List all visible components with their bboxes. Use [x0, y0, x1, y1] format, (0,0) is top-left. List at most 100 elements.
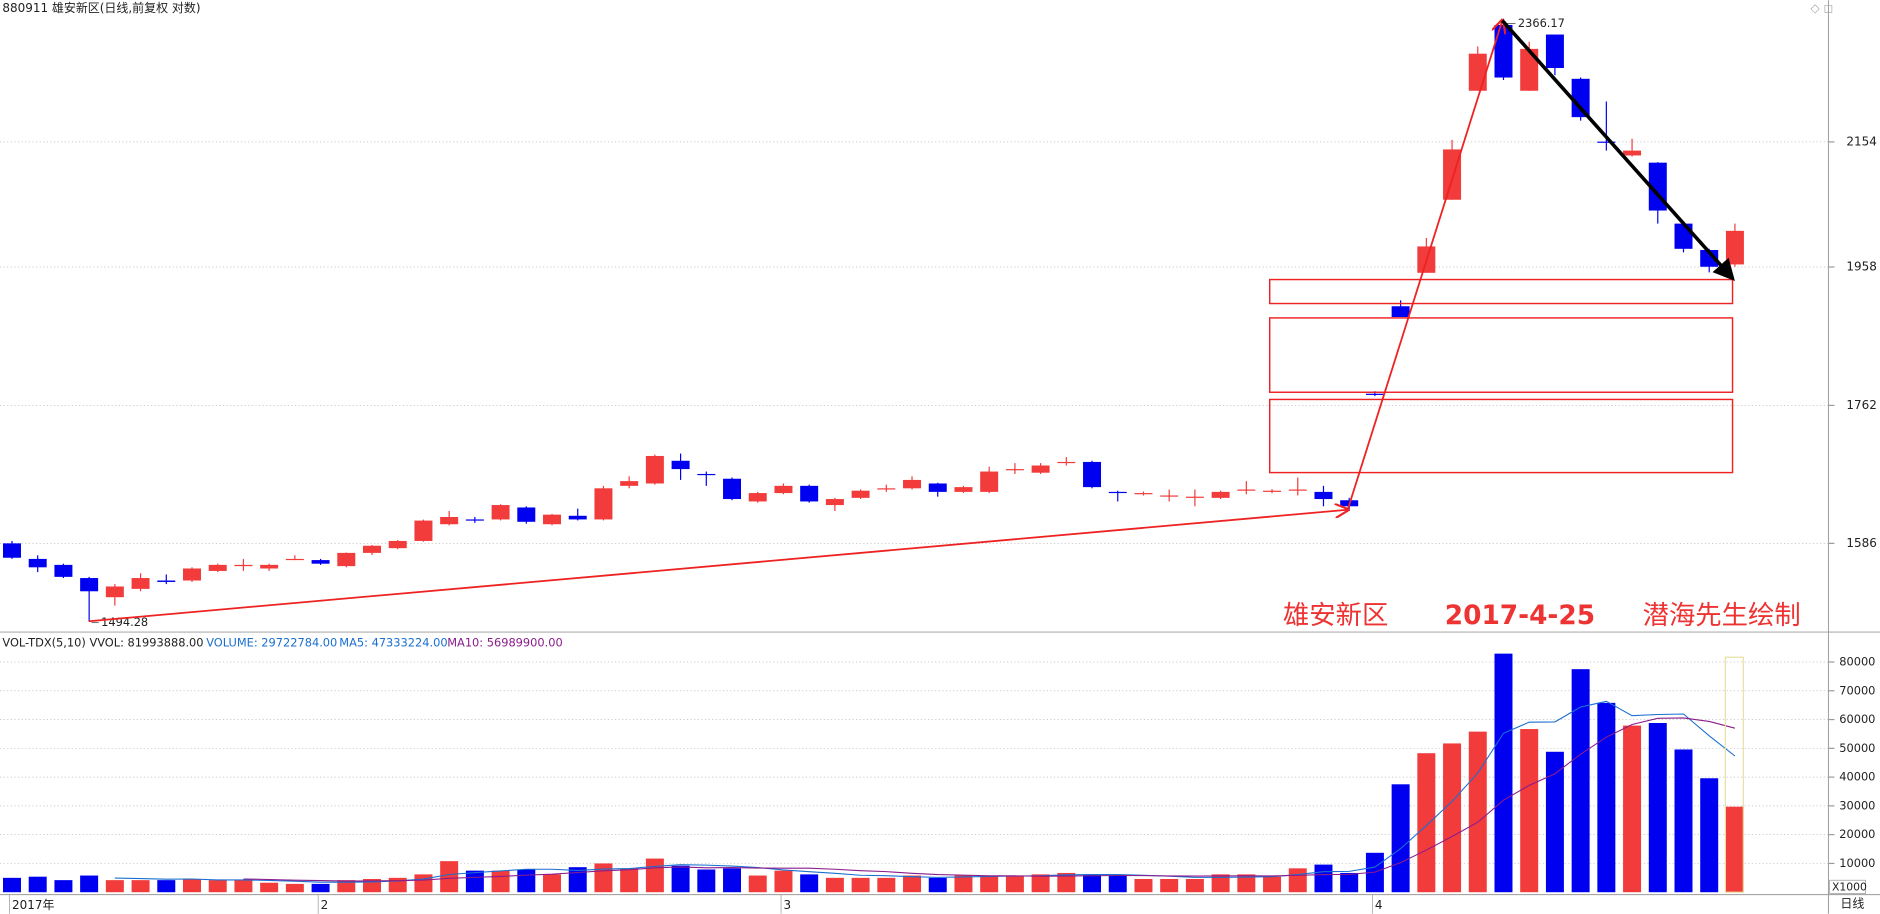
trend-arrow — [1346, 21, 1503, 511]
candle-body — [1623, 150, 1642, 156]
period-label: 日线 — [1840, 897, 1864, 911]
candle-body — [903, 479, 922, 489]
candle-body — [105, 586, 124, 598]
volume-bar — [825, 877, 844, 893]
trend-arrow — [1500, 19, 1735, 282]
x-tick-label: 2 — [321, 898, 329, 912]
candle-body — [980, 471, 999, 492]
zone-box — [1269, 398, 1734, 474]
candle-body — [1211, 491, 1230, 498]
candle-body — [800, 485, 819, 502]
candle-body — [1288, 489, 1307, 491]
volume-bar — [105, 880, 124, 893]
candle-body — [28, 558, 47, 568]
candle-body — [1468, 53, 1487, 91]
volume-bar — [928, 877, 947, 893]
volume-bar — [1417, 753, 1436, 893]
volume-bar — [980, 875, 999, 893]
candle-body — [1057, 461, 1076, 464]
x-tick-label: 2017年 — [12, 898, 54, 912]
candle-body — [1443, 149, 1462, 200]
volume-bar — [954, 875, 973, 893]
candle-body — [414, 520, 433, 541]
volume-bar — [157, 880, 176, 893]
candle-body — [723, 478, 742, 500]
zone-box — [1269, 317, 1734, 393]
y-tick-label: 1958 — [1846, 260, 1876, 274]
volume-bar — [28, 876, 47, 893]
volume-bar — [1108, 875, 1127, 893]
volume-bar — [1263, 876, 1282, 893]
volume-bar — [1237, 874, 1256, 893]
volume-bar — [311, 883, 330, 893]
ma-line — [243, 717, 1736, 882]
volume-bar — [620, 868, 639, 893]
drawn-annotations — [88, 19, 1744, 893]
candle-body — [183, 568, 201, 581]
annotation: 2017-4-25 — [1445, 601, 1595, 631]
candle-body — [1005, 469, 1024, 471]
volume-bar — [131, 880, 150, 893]
candle-body — [80, 578, 99, 592]
volume-bar — [1597, 702, 1616, 893]
volume-bar — [877, 877, 896, 893]
volume-bar — [1340, 872, 1359, 893]
x-tick-label: 4 — [1375, 898, 1383, 912]
candle-body — [1185, 496, 1204, 498]
volume-bar — [465, 870, 484, 893]
unit-box — [1829, 879, 1866, 894]
indicator-label: VOL-TDX(5,10) VVOL: 81993888.00 — [2, 635, 203, 649]
volume-bar — [1520, 729, 1539, 893]
candle-body — [234, 564, 253, 567]
candle-body — [1160, 495, 1179, 497]
volume-bar — [1674, 749, 1693, 893]
candle-body — [465, 519, 484, 521]
candle-body — [491, 505, 510, 520]
volume-bar — [1443, 743, 1462, 893]
candle-body — [1263, 490, 1282, 492]
candle-body — [285, 558, 304, 561]
volume-bar — [54, 880, 73, 893]
y-tick-label: 30000 — [1839, 798, 1875, 812]
y-tick-label: 20000 — [1839, 827, 1875, 841]
y-tick-label: 1762 — [1846, 398, 1876, 412]
candle-body — [1520, 48, 1539, 91]
candle-body — [671, 460, 690, 470]
candle-body — [954, 487, 973, 492]
candle-body — [1545, 34, 1564, 69]
volume-bar — [1725, 806, 1744, 893]
highlight-box — [1724, 656, 1744, 893]
candle-body — [1494, 24, 1513, 78]
window-icons[interactable]: ◇ ◻ — [1810, 1, 1833, 15]
volume-bar — [1005, 875, 1024, 893]
candle-body — [260, 564, 279, 569]
candle-body — [851, 490, 870, 498]
trend-arrow — [88, 510, 1348, 623]
volume-bar — [543, 874, 562, 893]
y-tick-label: 40000 — [1839, 770, 1875, 784]
volume-bar — [491, 870, 510, 893]
volume-bar — [183, 878, 201, 893]
candle-body — [825, 499, 844, 506]
volume-bar — [285, 883, 304, 893]
y-tick-label: 10000 — [1839, 856, 1875, 870]
candle-body — [388, 540, 407, 549]
candle-body — [1314, 491, 1333, 500]
y-tick-label: 70000 — [1839, 683, 1875, 697]
volume-bar — [440, 861, 459, 893]
y-tick-label: 60000 — [1839, 712, 1875, 726]
high-label: 2366.17 — [1518, 16, 1565, 30]
candle-body — [568, 515, 587, 520]
volume-bar — [337, 880, 356, 893]
volume-bar — [671, 865, 690, 893]
volume-bar — [1648, 722, 1667, 893]
chart-title: 880911 雄安新区(日线,前复权 对数) — [2, 0, 200, 15]
candle-body — [337, 552, 356, 567]
candle-body — [2, 543, 21, 558]
candle-body — [517, 507, 536, 522]
volume-bar — [697, 869, 716, 893]
volume-bar — [903, 875, 922, 893]
volume-bar — [2, 877, 21, 893]
